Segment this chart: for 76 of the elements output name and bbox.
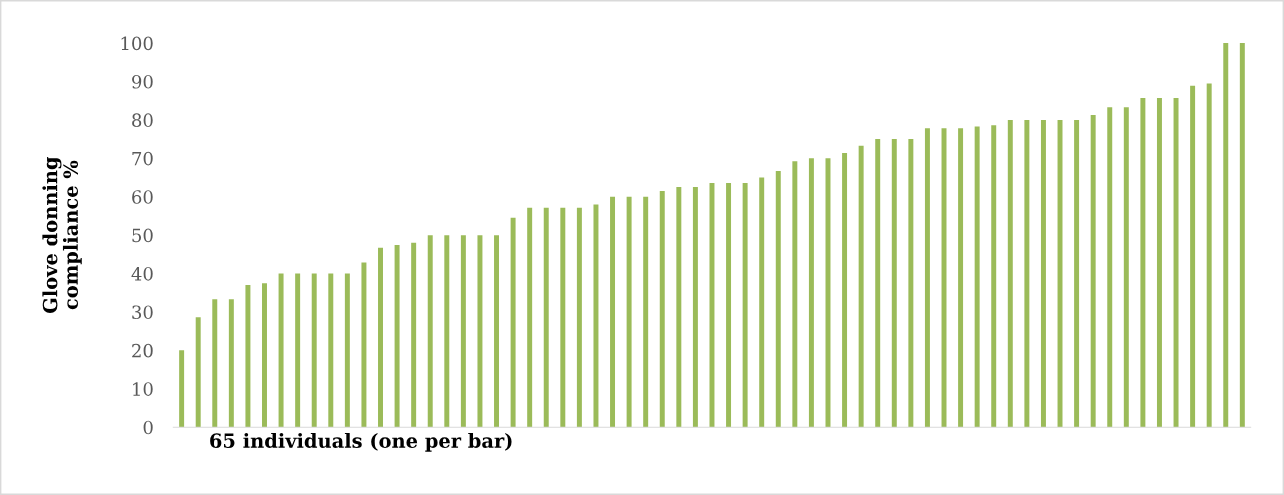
bar: [891, 139, 897, 428]
bar: [759, 177, 765, 428]
y-tick-label: 30: [132, 305, 153, 320]
bar: [924, 128, 930, 428]
y-tick-label: 100: [121, 36, 153, 51]
bar: [262, 283, 267, 428]
bar: [1190, 85, 1196, 428]
bar: [775, 170, 781, 428]
bar: [958, 128, 964, 428]
bar: [411, 242, 417, 428]
bar: [1107, 107, 1113, 428]
bar: [460, 235, 466, 428]
bar: [1040, 119, 1046, 428]
bar: [1156, 97, 1162, 428]
bar: [875, 139, 881, 428]
bar: [560, 207, 566, 428]
bar: [179, 350, 185, 428]
bar: [361, 262, 367, 428]
bar: [510, 217, 516, 428]
bar: [295, 273, 301, 428]
bar: [378, 247, 383, 428]
bar: [527, 207, 533, 428]
bar: [1239, 43, 1245, 428]
bar: [228, 299, 234, 428]
y-tick-label: 50: [132, 228, 153, 243]
y-axis-title: Glove donning compliance %: [42, 156, 82, 313]
bar: [576, 207, 582, 428]
bar: [278, 273, 284, 428]
bar: [858, 145, 864, 428]
bar: [742, 182, 748, 428]
y-tick-label: 90: [132, 74, 153, 89]
bar: [676, 187, 682, 428]
x-axis-title: 65 individuals (one per bar): [210, 432, 512, 452]
bar: [842, 152, 848, 428]
bar: [1140, 97, 1146, 428]
bar: [1206, 83, 1212, 428]
y-tick-label: 70: [132, 151, 153, 166]
bar: [477, 235, 483, 428]
bar: [394, 245, 400, 428]
bar: [726, 182, 732, 428]
bar: [1024, 119, 1030, 428]
bar: [344, 273, 350, 428]
bar: [311, 273, 317, 428]
bar: [328, 273, 334, 428]
bar: [709, 182, 715, 428]
bar: [195, 317, 201, 428]
bar: [245, 285, 251, 428]
bar: [212, 299, 218, 428]
bar: [626, 196, 632, 428]
bar: [974, 126, 980, 428]
bar: [643, 196, 649, 428]
bar: [543, 207, 549, 428]
bar: [593, 204, 599, 428]
bar: [494, 235, 500, 428]
bar: [1057, 119, 1063, 428]
bar: [692, 187, 698, 428]
y-tick-label: 0: [143, 420, 153, 435]
bar: [1173, 97, 1179, 428]
bar: [1074, 119, 1080, 428]
bar: [908, 139, 914, 428]
y-tick-label: 80: [132, 113, 153, 128]
bar: [1123, 107, 1129, 428]
bar: [610, 196, 616, 428]
bar: [1090, 114, 1096, 428]
bar: [1223, 43, 1229, 428]
y-tick-label: 60: [132, 190, 153, 204]
y-tick-label: 40: [131, 267, 153, 281]
y-tick-label: 10: [133, 382, 153, 396]
y-tick-label: 20: [132, 343, 153, 358]
bar: [427, 235, 433, 428]
bar: [808, 158, 814, 428]
bar: [444, 235, 450, 428]
bar: [1007, 119, 1013, 428]
bar: [792, 161, 798, 428]
bar: [659, 190, 665, 428]
bar: [991, 125, 997, 428]
